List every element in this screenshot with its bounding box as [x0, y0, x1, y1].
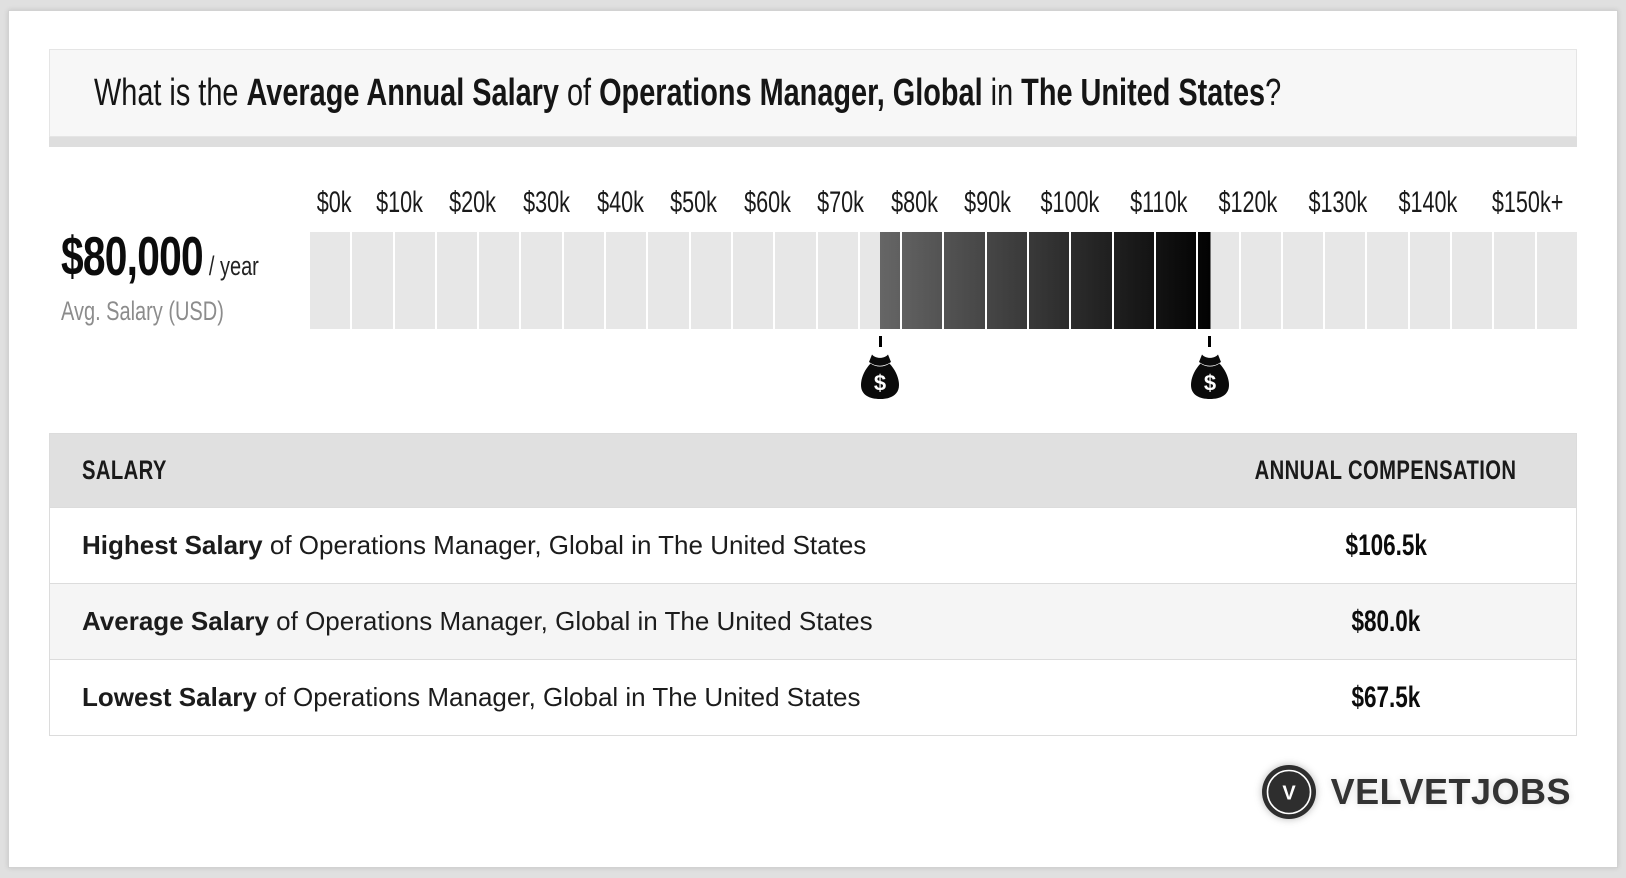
bar-segment [1452, 232, 1493, 329]
bar-segment [479, 232, 520, 329]
table-row: Highest Salary of Operations Manager, Gl… [50, 507, 1576, 583]
bar-area: $ $ [310, 232, 1577, 399]
content-card: What is the Average Annual Salary of Ope… [8, 10, 1618, 868]
marker-tick [878, 336, 882, 347]
bar-segment [648, 232, 689, 329]
axis-tick-label: $130k [1308, 186, 1368, 219]
bar-segment [436, 232, 478, 329]
bar-segment [944, 232, 985, 329]
bar-segment [1282, 232, 1324, 329]
average-salary-caption: Avg. Salary (USD) [61, 296, 224, 326]
svg-text:V: V [1282, 783, 1296, 805]
bar-segment [986, 232, 1028, 329]
bar-segment [1325, 232, 1366, 329]
axis-tick-label: $60k [743, 186, 791, 219]
bar-segment [1409, 232, 1451, 329]
bar-segment [352, 232, 393, 329]
bar-segment [859, 232, 901, 329]
money-bag-icon: $ [1190, 354, 1229, 399]
table-header-annual-compensation: ANNUAL COMPENSATION [1196, 455, 1576, 486]
axis-tick-label: $150k+ [1491, 186, 1564, 219]
segmented-salary-bar [310, 232, 1577, 329]
title-bold-average-annual-salary: Average Annual Salary [246, 71, 559, 114]
salary-table: SALARY ANNUAL COMPENSATION Highest Salar… [49, 433, 1577, 736]
bar-segment [732, 232, 774, 329]
axis-tick-label: $0k [316, 186, 352, 219]
per-year-label: / year [208, 251, 259, 281]
axis-tick-label: $30k [523, 186, 570, 219]
salary-row-label: Highest Salary of Operations Manager, Gl… [82, 530, 867, 560]
axis-tick-label: $70k [817, 186, 865, 219]
table-body: Highest Salary of Operations Manager, Gl… [50, 507, 1576, 735]
bar-segment [563, 232, 605, 329]
bar-segment [1071, 232, 1112, 329]
axis-tick-label: $110k [1130, 186, 1188, 219]
bar-segment [1240, 232, 1281, 329]
bar-segment [1113, 232, 1154, 329]
bar-segment [1536, 232, 1577, 329]
money-bag-icon: $ [861, 354, 900, 399]
axis-tick-label: $100k [1040, 186, 1100, 219]
bar-segment [902, 232, 943, 329]
bar-segment [775, 232, 816, 329]
bar-segment [394, 232, 435, 329]
bar-segment [817, 232, 858, 329]
velvetjobs-logo-text[interactable]: VELVETJOBS [1330, 771, 1571, 812]
title-box: What is the Average Annual Salary of Ope… [49, 49, 1577, 137]
svg-text:$: $ [874, 371, 886, 396]
axis-tick-label: $120k [1218, 186, 1278, 219]
title-text: in [982, 71, 1022, 114]
salary-row-value: $106.5k [1345, 528, 1427, 562]
axis-tick-label: $90k [964, 186, 1012, 219]
svg-text:$: $ [1203, 371, 1215, 396]
bar-segment [606, 232, 647, 329]
table-header-salary-label: SALARY [82, 455, 167, 485]
axis-tick-labels: $0k $10k $20k $30k $40k $50k $60k $70k $80k $90k $… [310, 184, 1577, 220]
salary-row-value: $80.0k [1351, 604, 1421, 638]
axis-tick-label: $10k [375, 186, 423, 219]
bar-segment [521, 232, 562, 329]
axis-tick-label: $40k [596, 186, 644, 219]
salary-row-label: Lowest Salary of Operations Manager, Glo… [82, 682, 861, 712]
bar-segment [310, 232, 351, 329]
axis-tick-label: $20k [449, 186, 497, 219]
bar-segment [690, 232, 731, 329]
axis-tick-label: $80k [890, 186, 938, 219]
title-bold-job-title: Operations Manager, Global [599, 71, 983, 114]
title-text: ? [1265, 71, 1282, 114]
lowest-salary-marker: $ [860, 336, 900, 400]
axis-tick-label: $50k [670, 186, 718, 219]
page-title: What is the Average Annual Salary of Ope… [94, 72, 1281, 115]
title-bold-location: The United States [1021, 71, 1266, 114]
table-header-salary: SALARY [50, 455, 1196, 486]
title-text: What is the [94, 71, 247, 114]
bar-segment [1155, 232, 1197, 329]
marker-tick [1208, 336, 1212, 347]
bar-segment [1029, 232, 1070, 329]
table-row: Average Salary of Operations Manager, Gl… [50, 583, 1576, 659]
footer: V VELVETJOBS [49, 764, 1577, 820]
table-header-row: SALARY ANNUAL COMPENSATION [50, 434, 1576, 507]
bar-segment [1367, 232, 1408, 329]
velvetjobs-logo-icon[interactable]: V [1261, 764, 1317, 820]
salary-gauge: $80,000/ year Avg. Salary (USD) $0k $10k $… [49, 184, 1577, 401]
table-row: Lowest Salary of Operations Manager, Glo… [50, 659, 1576, 735]
axis-tick-label: $140k [1398, 186, 1458, 219]
salary-row-label: Average Salary of Operations Manager, Gl… [82, 606, 873, 636]
salary-bar-chart: $0k $10k $20k $30k $40k $50k $60k $70k $80k $90k $… [310, 184, 1577, 401]
average-salary-value: $80,000 [61, 225, 204, 287]
average-salary-summary: $80,000/ year Avg. Salary (USD) [49, 184, 310, 401]
title-text: of [558, 71, 600, 114]
bar-segment [1198, 232, 1239, 329]
bar-segment [1494, 232, 1535, 329]
salary-row-value: $67.5k [1351, 680, 1421, 714]
highest-salary-marker: $ [1190, 336, 1230, 400]
table-header-annual-compensation-label: ANNUAL COMPENSATION [1255, 455, 1517, 485]
